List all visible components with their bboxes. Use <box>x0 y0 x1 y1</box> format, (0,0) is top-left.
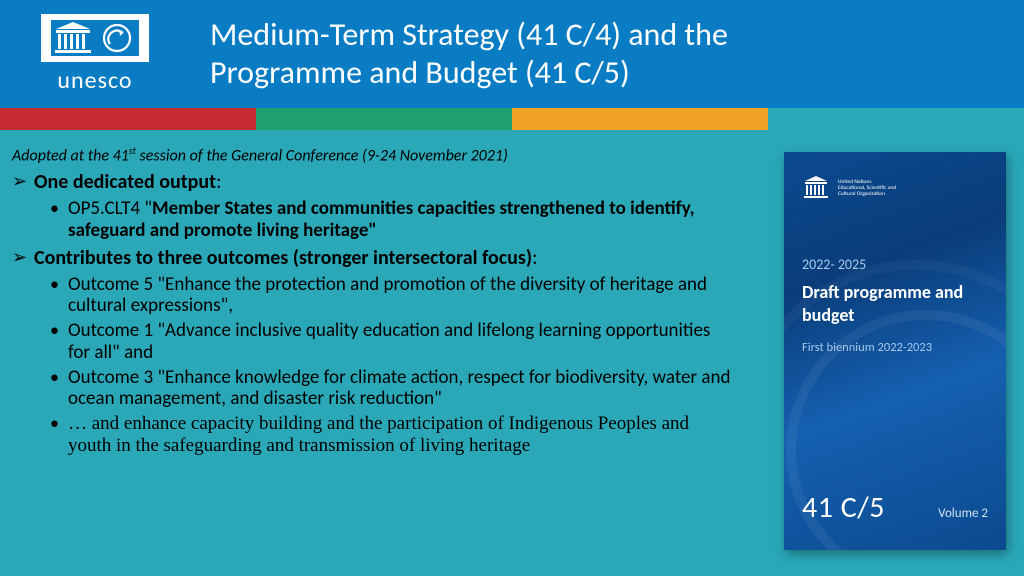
org-line1: United Nations <box>838 179 871 185</box>
document-cover: United Nations Educational, Scientific a… <box>784 152 1006 550</box>
contributes-label: Contributes to three outcomes (stronger … <box>34 246 532 270</box>
temple-icon <box>51 20 95 56</box>
op5-prefix: OP5.CLT4 " <box>68 197 152 220</box>
content-block: ➢ One dedicated output: • OP5.CLT4 "Memb… <box>12 171 732 456</box>
org-line2: Educational, Scientific and <box>838 185 896 191</box>
subbullet-text: OP5.CLT4 "Member States and communities … <box>68 198 732 241</box>
op5-bold: Member States and communities capacities… <box>68 197 695 241</box>
ich-emblem-icon <box>95 20 139 56</box>
outcome5-text: Outcome 5 "Enhance the protection and pr… <box>68 274 732 317</box>
unesco-wordmark: unesco <box>57 66 132 95</box>
cover-title: Draft programme and budget <box>802 281 988 326</box>
slide: unesco Medium-Term Strategy (41 C/4) and… <box>0 0 1024 576</box>
colon: : <box>532 246 537 270</box>
outcome1-text: Outcome 1 "Advance inclusive quality edu… <box>68 320 732 363</box>
stripe-segment-teal <box>768 108 1024 130</box>
dedicated-output-label: One dedicated output <box>34 170 216 194</box>
adopted-ordinal: st <box>129 144 136 157</box>
unesco-logo-block: unesco <box>20 14 170 95</box>
outcome3-text: Outcome 3 "Enhance knowledge for climate… <box>68 367 732 410</box>
org-line3: Cultural Organization <box>838 191 885 197</box>
adopted-prefix: Adopted at the 41 <box>12 146 129 165</box>
capacity-text: … and enhance capacity building and the … <box>68 413 732 456</box>
cover-footer: 41 C/5 Volume 2 <box>802 489 988 526</box>
subbullet-outcome3: • Outcome 3 "Enhance knowledge for clima… <box>50 367 732 410</box>
stripe-segment-orange <box>512 108 768 130</box>
dot-icon: • <box>50 198 68 241</box>
cover-code: 41 C/5 <box>802 489 885 526</box>
colon: : <box>216 170 221 194</box>
dot-icon: • <box>50 413 68 456</box>
slide-title: Medium-Term Strategy (41 C/4) and the Pr… <box>210 16 728 93</box>
subbullet-op5: • OP5.CLT4 "Member States and communitie… <box>50 198 732 241</box>
cover-logo-row: United Nations Educational, Scientific a… <box>802 174 988 202</box>
cover-subtitle: First biennium 2022-2023 <box>802 340 988 355</box>
bullet-dedicated-output: ➢ One dedicated output: <box>12 171 732 194</box>
cover-volume: Volume 2 <box>938 506 988 521</box>
subbullet-outcome5: • Outcome 5 "Enhance the protection and … <box>50 274 732 317</box>
color-stripe <box>0 108 1024 130</box>
unesco-logo-icons <box>41 14 149 62</box>
temple-icon <box>802 174 830 202</box>
dot-icon: • <box>50 367 68 410</box>
dot-icon: • <box>50 320 68 363</box>
adopted-suffix: session of the General Conference (9-24 … <box>136 146 508 165</box>
title-line-2: Programme and Budget (41 C/5) <box>210 53 630 92</box>
subbullet-capacity: • … and enhance capacity building and th… <box>50 413 732 456</box>
subbullet-outcome1: • Outcome 1 "Advance inclusive quality e… <box>50 320 732 363</box>
stripe-segment-green <box>256 108 512 130</box>
chevron-right-icon: ➢ <box>12 247 34 270</box>
header-bar: unesco Medium-Term Strategy (41 C/4) and… <box>0 0 1024 108</box>
stripe-segment-red <box>0 108 256 130</box>
cover-org-name: United Nations Educational, Scientific a… <box>838 179 896 198</box>
title-line-1: Medium-Term Strategy (41 C/4) and the <box>210 15 728 54</box>
chevron-right-icon: ➢ <box>12 171 34 194</box>
bullet-contributes: ➢ Contributes to three outcomes (stronge… <box>12 247 732 270</box>
cover-years: 2022- 2025 <box>802 256 988 273</box>
dot-icon: • <box>50 274 68 317</box>
bullet-text: One dedicated output: <box>34 171 221 194</box>
bullet-text: Contributes to three outcomes (stronger … <box>34 247 537 270</box>
